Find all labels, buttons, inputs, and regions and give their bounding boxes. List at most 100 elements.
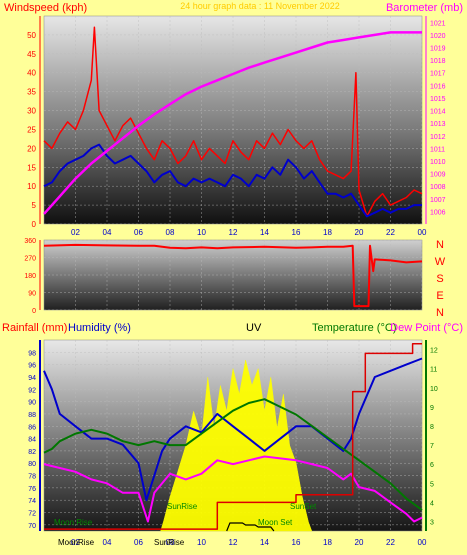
barometer-tick-label: 1014 bbox=[430, 109, 446, 116]
temperature-tick-label: 12 bbox=[430, 348, 438, 355]
humidity-tick-label: 78 bbox=[28, 474, 36, 481]
direction-tick-label: 270 bbox=[24, 256, 36, 263]
temperature-line bbox=[43, 398, 423, 511]
humidity-tick-label: 90 bbox=[28, 400, 36, 407]
time-tick-label: 22 bbox=[386, 538, 395, 547]
barometer-tick-label: 1009 bbox=[430, 172, 446, 179]
date-caption: 24 hour graph data : 11 November 2022 bbox=[180, 1, 339, 11]
time-tick-label: 18 bbox=[323, 538, 332, 547]
humidity-line bbox=[43, 357, 423, 502]
temperature-tick-label: 3 bbox=[430, 519, 434, 526]
barometer-tick-label: 1013 bbox=[430, 121, 446, 128]
wind-gust-line bbox=[43, 26, 423, 218]
humidity-tick-label: 88 bbox=[28, 412, 36, 419]
humidity-tick-label: 76 bbox=[28, 486, 36, 493]
windspeed-tick-label: 0 bbox=[32, 220, 37, 229]
windspeed-line bbox=[43, 143, 422, 218]
windspeed-tick-label: 20 bbox=[27, 144, 36, 153]
windspeed-tick-label: 45 bbox=[27, 50, 36, 59]
humidity-tick-label: 74 bbox=[28, 498, 36, 505]
barometer-tick-label: 1011 bbox=[430, 146, 445, 153]
compass-letter: N bbox=[436, 307, 444, 319]
direction-tick-label: 0 bbox=[32, 308, 36, 315]
barometer-tick-label: 1019 bbox=[430, 46, 446, 53]
barometer-line bbox=[43, 31, 422, 215]
temperature-tick-label: 5 bbox=[430, 481, 434, 488]
temperature-tick-label: 9 bbox=[430, 405, 434, 412]
barometer-tick-label: 1008 bbox=[430, 184, 446, 191]
humidity-tick-label: 84 bbox=[28, 437, 36, 444]
moonset-marker: Moon Set bbox=[258, 518, 293, 527]
temperature-tick-label: 10 bbox=[430, 386, 438, 393]
humidity-tick-label: 96 bbox=[28, 363, 36, 370]
barometer-tick-label: 1021 bbox=[430, 20, 446, 27]
barometer-tick-label: 1010 bbox=[430, 159, 446, 166]
compass-letter: N bbox=[436, 239, 444, 251]
windspeed-tick-label: 25 bbox=[27, 125, 36, 134]
time-tick-label: 12 bbox=[229, 228, 238, 237]
time-tick-label: 18 bbox=[323, 228, 332, 237]
temperature-tick-label: 11 bbox=[430, 367, 437, 374]
time-tick-label: 06 bbox=[134, 538, 143, 547]
windspeed-tick-label: 40 bbox=[27, 69, 36, 78]
time-tick-label: 10 bbox=[197, 228, 206, 237]
direction-tick-label: 360 bbox=[24, 238, 36, 245]
uv-axis-label: UV bbox=[246, 322, 262, 334]
humidity-tick-label: 82 bbox=[28, 449, 36, 456]
temperature-tick-label: 7 bbox=[430, 443, 434, 450]
barometer-tick-label: 1012 bbox=[430, 134, 446, 141]
humidity-axis-label: Humidity (%) bbox=[68, 322, 131, 334]
dewpoint-line bbox=[43, 455, 423, 523]
time-tick-label: 08 bbox=[166, 538, 175, 547]
time-tick-label: 02 bbox=[71, 228, 80, 237]
time-tick-label: 14 bbox=[260, 228, 269, 237]
barometer-tick-label: 1007 bbox=[430, 197, 446, 204]
sunset-marker: SunSet bbox=[290, 502, 317, 511]
moonrise-bottom-label: MoonRise bbox=[58, 538, 95, 547]
temperature-tick-label: 6 bbox=[430, 462, 434, 469]
humidity-tick-label: 94 bbox=[28, 375, 36, 382]
time-tick-label: 20 bbox=[355, 538, 364, 547]
time-tick-label: 08 bbox=[166, 228, 175, 237]
time-tick-label: 00 bbox=[418, 538, 427, 547]
windspeed-tick-label: 5 bbox=[32, 201, 37, 210]
temperature-tick-label: 4 bbox=[430, 500, 434, 507]
time-tick-label: 04 bbox=[103, 538, 112, 547]
windspeed-tick-label: 35 bbox=[27, 88, 36, 97]
barometer-tick-label: 1015 bbox=[430, 96, 446, 103]
barometer-tick-label: 1018 bbox=[430, 58, 446, 65]
humidity-tick-label: 70 bbox=[28, 523, 36, 530]
barometer-axis-label: Barometer (mb) bbox=[386, 2, 463, 14]
rainfall-axis-label: Rainfall (mm) bbox=[2, 322, 67, 334]
time-tick-label: 20 bbox=[355, 228, 364, 237]
windspeed-tick-label: 15 bbox=[27, 163, 36, 172]
temperature-tick-label: 8 bbox=[430, 424, 434, 431]
time-tick-label: 00 bbox=[418, 228, 427, 237]
windspeed-tick-label: 10 bbox=[27, 182, 36, 191]
time-tick-label: 22 bbox=[386, 228, 395, 237]
barometer-tick-label: 1017 bbox=[430, 71, 446, 78]
compass-letter: E bbox=[436, 290, 443, 302]
time-tick-label: 02 bbox=[71, 538, 80, 547]
solar-line bbox=[226, 522, 275, 532]
temperature-axis-label: Temperature (°C) bbox=[312, 322, 396, 334]
sunrise-bottom-label: SunRise bbox=[154, 538, 185, 547]
compass-letter: S bbox=[436, 273, 443, 285]
moonrise-marker: Moon Rise bbox=[54, 518, 93, 527]
humidity-tick-label: 92 bbox=[28, 387, 36, 394]
wind-direction-line bbox=[43, 243, 423, 308]
windspeed-tick-label: 50 bbox=[27, 31, 36, 40]
barometer-tick-label: 1006 bbox=[430, 209, 446, 216]
time-tick-label: 04 bbox=[103, 228, 112, 237]
windspeed-axis-label: Windspeed (kph) bbox=[4, 2, 87, 14]
dewpoint-axis-label: Dew Point (°C) bbox=[390, 322, 463, 334]
barometer-tick-label: 1016 bbox=[430, 83, 446, 90]
time-tick-label: 16 bbox=[292, 538, 301, 547]
direction-tick-label: 90 bbox=[28, 291, 36, 298]
rainfall-line bbox=[44, 343, 422, 530]
time-tick-label: 10 bbox=[197, 538, 206, 547]
time-tick-label: 06 bbox=[134, 228, 143, 237]
humidity-tick-label: 86 bbox=[28, 424, 36, 431]
humidity-tick-label: 80 bbox=[28, 461, 36, 468]
